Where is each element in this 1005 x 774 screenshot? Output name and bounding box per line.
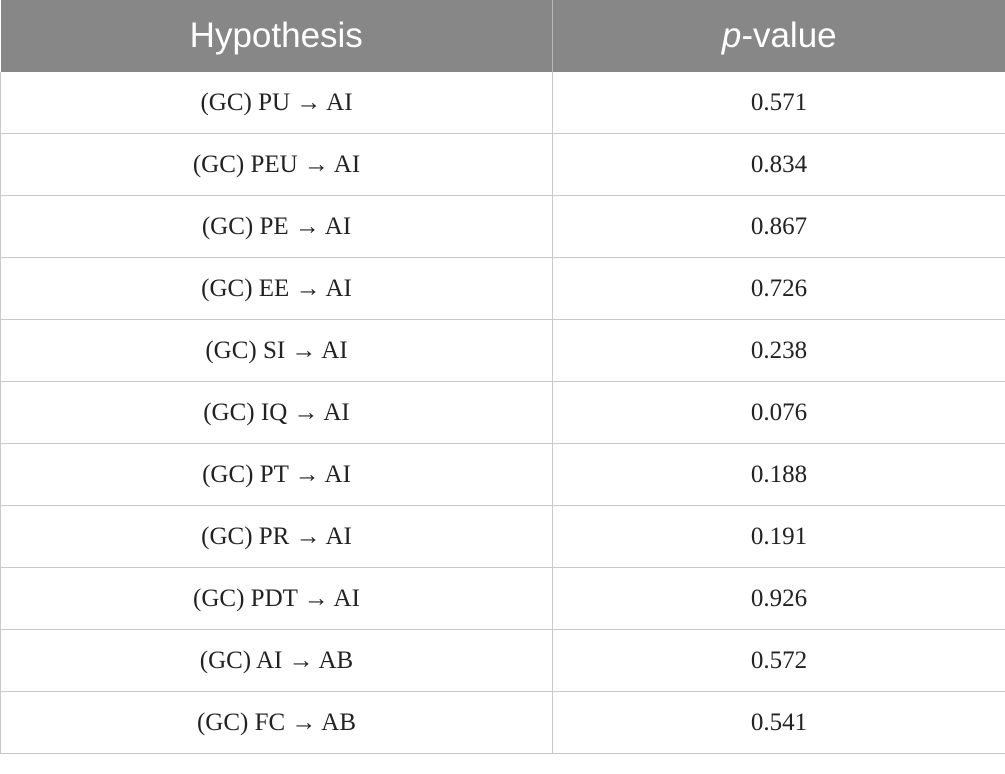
hypothesis-cell: (GC) PU → AI (0, 72, 553, 134)
pvalue-cell: 0.238 (552, 319, 1005, 382)
pvalue-cell: 0.541 (552, 691, 1005, 754)
hypothesis-cell: (GC) PEU → AI (0, 133, 553, 196)
pvalue-cell: 0.834 (552, 133, 1005, 196)
table-row: (GC) SI → AI 0.238 (0, 319, 1005, 382)
hypothesis-cell: (GC) PT → AI (0, 443, 553, 506)
pvalue-cell: 0.188 (552, 443, 1005, 506)
hypothesis-cell: (GC) PR → AI (0, 505, 553, 568)
hypothesis-cell: (GC) FC → AB (0, 691, 553, 754)
hypothesis-cell: (GC) SI → AI (0, 319, 553, 382)
hypothesis-cell: (GC) EE → AI (0, 257, 553, 320)
header-pvalue: p-value (552, 0, 1005, 72)
hypothesis-cell: (GC) IQ → AI (0, 381, 553, 444)
hypothesis-cell: (GC) PDT → AI (0, 567, 553, 630)
hypothesis-cell: (GC) PE → AI (0, 195, 553, 258)
pvalue-cell: 0.926 (552, 567, 1005, 630)
header-pvalue-italic-p: p (721, 16, 742, 55)
pvalue-cell: 0.076 (552, 381, 1005, 444)
hypothesis-cell: (GC) AI → AB (0, 629, 553, 692)
table-row: (GC) EE → AI 0.726 (0, 257, 1005, 320)
pvalue-cell: 0.572 (552, 629, 1005, 692)
table-row: (GC) PE → AI 0.867 (0, 195, 1005, 258)
table-row: (GC) IQ → AI 0.076 (0, 381, 1005, 444)
table-row: (GC) PDT → AI 0.926 (0, 567, 1005, 630)
pvalue-cell: 0.571 (552, 72, 1005, 134)
table-row: (GC) PU → AI 0.571 (0, 72, 1005, 134)
table-row: (GC) PT → AI 0.188 (0, 443, 1005, 506)
table-row: (GC) AI → AB 0.572 (0, 629, 1005, 692)
pvalue-cell: 0.726 (552, 257, 1005, 320)
table-row: (GC) PR → AI 0.191 (0, 505, 1005, 568)
hypothesis-pvalue-table: Hypothesis p-value (GC) PU → AI 0.571 (G… (0, 0, 1005, 754)
hypothesis-table-container: Hypothesis p-value (GC) PU → AI 0.571 (G… (0, 0, 1005, 754)
table-body: (GC) PU → AI 0.571 (GC) PEU → AI 0.834 (… (0, 72, 1005, 754)
header-pvalue-suffix: -value (741, 16, 837, 55)
header-hypothesis: Hypothesis (0, 0, 553, 72)
table-header-row: Hypothesis p-value (0, 0, 1005, 72)
table-row: (GC) PEU → AI 0.834 (0, 133, 1005, 196)
pvalue-cell: 0.867 (552, 195, 1005, 258)
pvalue-cell: 0.191 (552, 505, 1005, 568)
table-row: (GC) FC → AB 0.541 (0, 691, 1005, 754)
